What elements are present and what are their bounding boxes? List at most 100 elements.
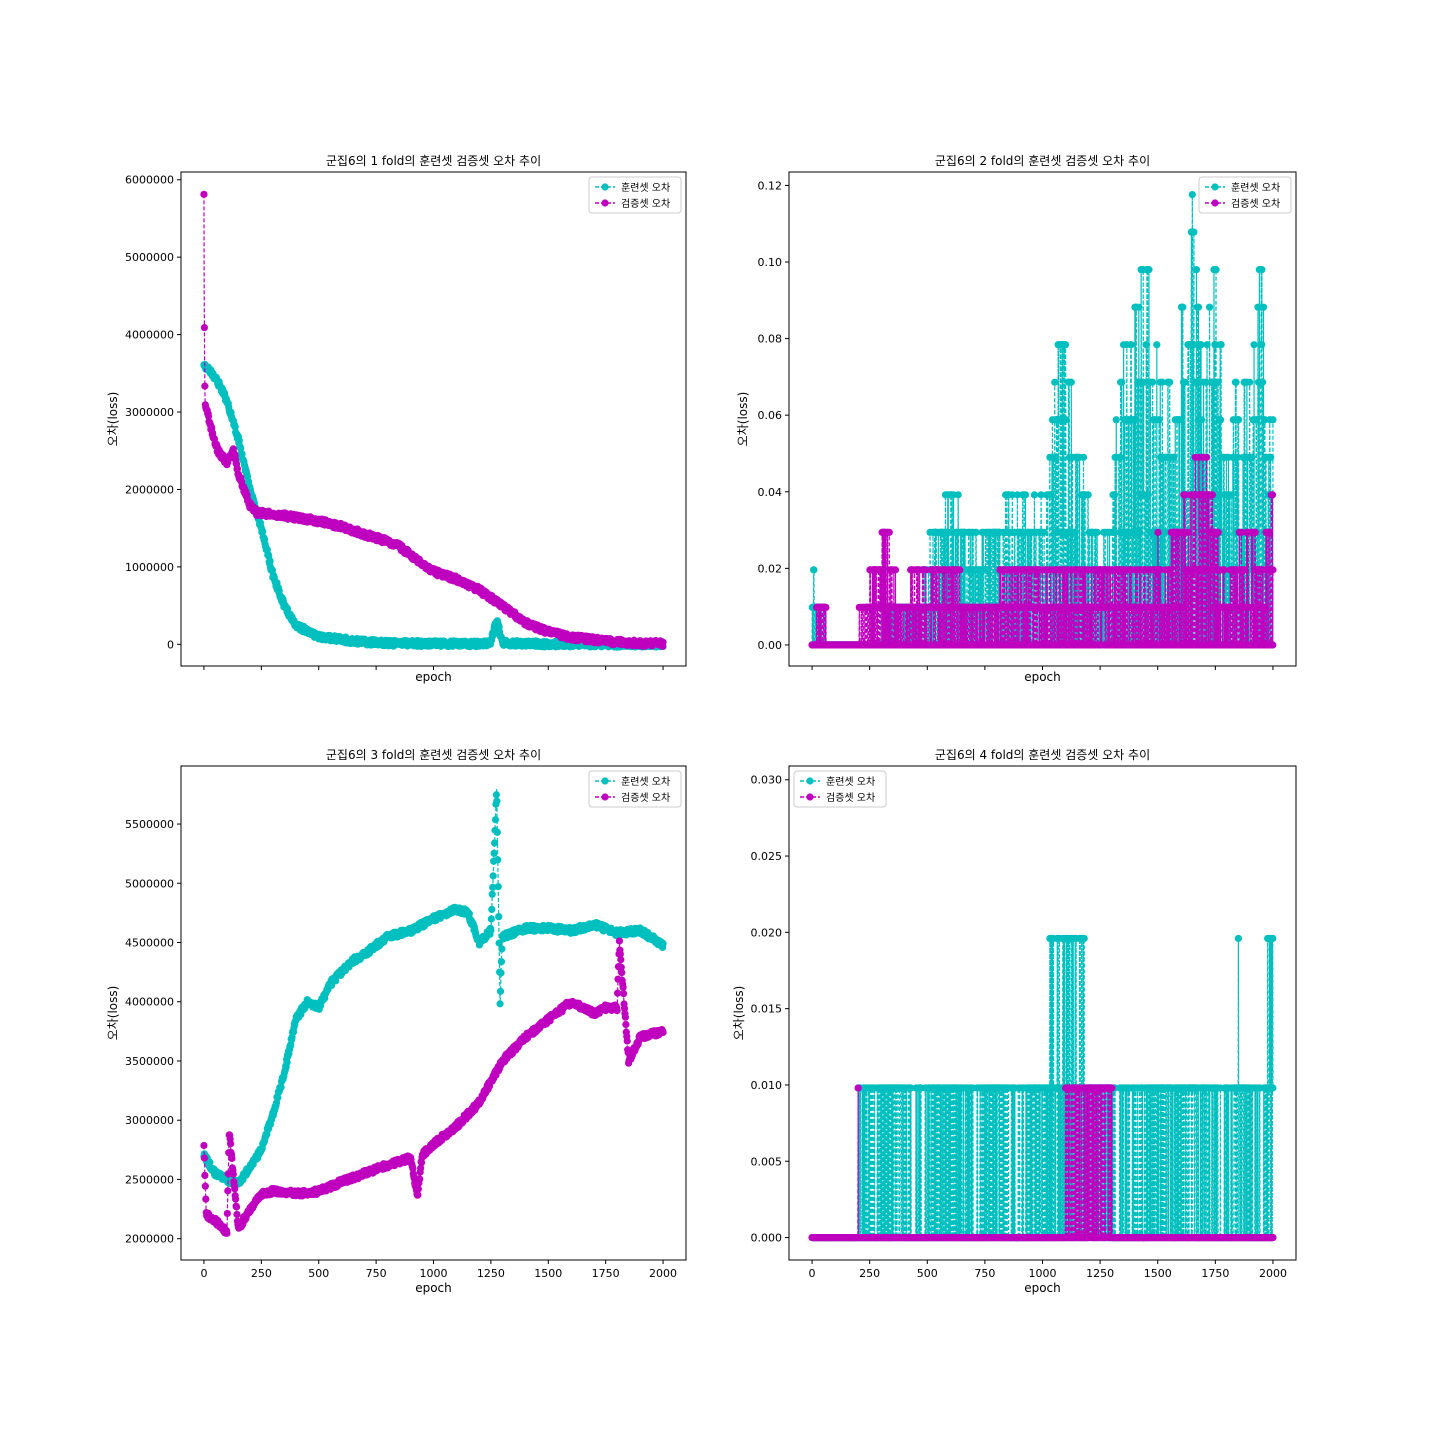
- data-point: [1135, 303, 1143, 311]
- data-point: [1116, 453, 1124, 461]
- chart-title: 군집6의 2 fold의 훈련셋 검증셋 오차 추이: [935, 154, 1150, 168]
- data-point: [1013, 491, 1021, 499]
- data-point: [200, 323, 209, 332]
- data-point: [1144, 491, 1152, 499]
- data-point: [1008, 491, 1016, 499]
- subplot-fold-2: 군집6의 2 fold의 훈련셋 검증셋 오차 추이epoch0.000.020…: [736, 154, 1297, 684]
- data-point: [1170, 453, 1178, 461]
- data-point: [1232, 378, 1240, 386]
- data-point: [235, 436, 243, 445]
- y-tick-label: 4000000: [125, 329, 174, 342]
- data-point: [1161, 528, 1169, 536]
- data-point: [810, 566, 818, 574]
- series-markers-val: [200, 190, 667, 650]
- data-point: [1269, 416, 1277, 424]
- data-point: [1149, 378, 1157, 386]
- data-point: [1084, 491, 1092, 499]
- data-point: [1047, 491, 1055, 499]
- y-tick-label: 0.12: [758, 179, 783, 192]
- data-point: [954, 491, 962, 499]
- y-axis-label: 오차(loss): [106, 392, 120, 447]
- y-tick-label: 0.06: [758, 409, 783, 422]
- y-tick-label: 0.04: [758, 486, 783, 499]
- data-point: [1079, 453, 1088, 461]
- plot-area: [200, 190, 667, 651]
- data-point: [204, 412, 213, 420]
- y-tick-label: 0: [167, 638, 174, 651]
- data-point: [1258, 341, 1266, 349]
- data-point: [1179, 303, 1187, 311]
- y-tick-label: 3000000: [125, 406, 174, 419]
- data-point: [1212, 266, 1220, 274]
- data-point: [1190, 341, 1198, 349]
- data-point: [1145, 266, 1153, 274]
- data-point: [1192, 266, 1201, 274]
- data-point: [1136, 528, 1144, 536]
- data-point: [822, 603, 830, 612]
- data-point: [237, 444, 245, 452]
- data-point: [1153, 341, 1161, 349]
- legend-marker: [601, 199, 609, 207]
- data-point: [1176, 416, 1184, 424]
- data-point: [1258, 378, 1267, 386]
- data-point: [1197, 341, 1205, 349]
- data-point: [1203, 341, 1211, 349]
- data-point: [1250, 341, 1258, 349]
- data-point: [1109, 528, 1117, 536]
- data-point: [1040, 528, 1048, 536]
- legend-marker: [601, 183, 609, 191]
- data-point: [1194, 303, 1203, 311]
- legend-label: 훈련셋 오차: [621, 181, 670, 194]
- data-point: [259, 527, 267, 536]
- data-point: [1142, 341, 1151, 349]
- y-tick-label: 1000000: [125, 561, 174, 574]
- data-point: [1093, 528, 1101, 536]
- data-point: [1181, 378, 1189, 386]
- data-point: [1062, 416, 1070, 424]
- data-point: [1267, 453, 1275, 461]
- data-point: [1052, 453, 1060, 461]
- data-point: [1188, 190, 1196, 199]
- data-point: [1248, 453, 1256, 461]
- data-point: [1166, 378, 1174, 386]
- data-point: [201, 382, 209, 390]
- data-point: [1254, 303, 1262, 311]
- y-tick-label: 0.02: [758, 562, 783, 575]
- data-point: [1252, 416, 1260, 424]
- data-point: [1130, 416, 1139, 424]
- data-point: [1217, 341, 1225, 349]
- data-point: [1234, 453, 1242, 461]
- data-point: [1205, 303, 1214, 311]
- data-point: [1214, 378, 1222, 386]
- y-tick-label: 2000000: [125, 483, 174, 496]
- data-point: [200, 190, 208, 198]
- data-point: [1061, 341, 1070, 349]
- y-tick-label: 6000000: [125, 174, 174, 187]
- data-point: [1127, 341, 1135, 349]
- data-point: [1217, 416, 1225, 424]
- y-tick-label: 0.08: [758, 333, 783, 346]
- data-point: [1111, 491, 1119, 499]
- data-point: [659, 638, 667, 646]
- y-tick-label: 0.00: [758, 639, 783, 652]
- data-point: [1235, 416, 1243, 424]
- data-point: [981, 566, 989, 574]
- data-point: [1246, 378, 1254, 386]
- data-point: [1037, 491, 1045, 499]
- plot-area: [808, 190, 1277, 649]
- data-point: [1227, 491, 1235, 499]
- data-point: [1118, 378, 1126, 386]
- chart-title: 군집6의 1 fold의 훈련셋 검증셋 오차 추이: [326, 154, 541, 168]
- y-tick-label: 5000000: [125, 251, 174, 264]
- data-point: [1112, 416, 1120, 424]
- data-point: [1258, 266, 1266, 274]
- series-markers-val: [808, 453, 1277, 649]
- y-axis-label: 오차(loss): [736, 392, 750, 447]
- data-point: [1259, 303, 1268, 311]
- data-point: [956, 566, 964, 574]
- data-point: [891, 566, 900, 574]
- y-tick-label: 0.10: [758, 256, 783, 269]
- data-point: [1051, 378, 1059, 386]
